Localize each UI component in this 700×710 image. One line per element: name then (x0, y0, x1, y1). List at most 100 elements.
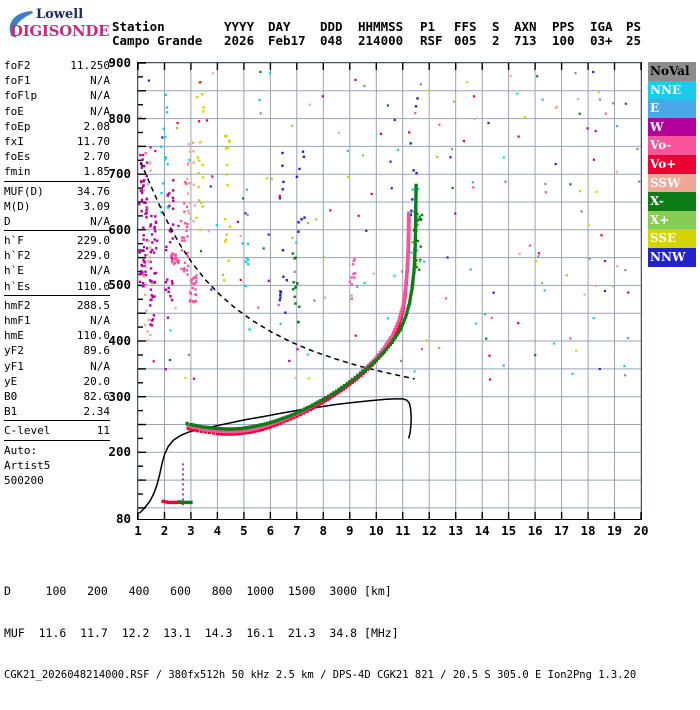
param-name: h`F2 (4, 249, 31, 263)
param-name: foF1 (4, 74, 31, 88)
x-tick-3: 3 (187, 523, 195, 538)
param-name: yE (4, 374, 18, 388)
param-name: yF2 (4, 344, 24, 358)
param-value: 229.0 (76, 234, 110, 248)
param-row-ye: yE 20.0 (4, 374, 110, 389)
param-name: h`Es (4, 279, 31, 293)
param-row-m-d-: M(D) 3.09 (4, 199, 110, 214)
series-o-trace-vo-pink- (186, 211, 411, 434)
legend-item-nne[interactable]: NNE (648, 80, 696, 100)
legend-item-w[interactable]: W (648, 117, 696, 137)
header-label-hhmmss: HHMMSS (358, 19, 404, 34)
ionospheric-parameters-panel: foF2 11.250 foF1 N/A foFlp N/A foE N/A foEp 2.08 f… (4, 58, 110, 491)
grid-lines (137, 62, 642, 519)
logo-brand-top: Lowell (36, 7, 84, 22)
param-name: yF1 (4, 359, 24, 373)
x-tick-4: 4 (213, 523, 222, 538)
header-label-p1: P1 (420, 19, 436, 34)
ionogram-plot[interactable] (137, 62, 642, 520)
header-label-ps: PS (626, 19, 642, 34)
param-row-foe: foE N/A (4, 104, 110, 119)
legend-item-e[interactable]: E (648, 99, 696, 118)
header-label-pps: PPS (552, 19, 575, 34)
legend-item-noval[interactable]: NoVal (648, 62, 696, 81)
param-value: 2.34 (83, 405, 111, 419)
polarization-legend[interactable]: NoVal NNE E W Vo- Vo+ SSW X- X+ SSE NNW (648, 62, 696, 267)
param-name: hmE (4, 329, 24, 343)
param-group-2: h`F 229.0 h`F2 229.0 h`E N/A h`Es 110.0 (4, 233, 110, 296)
x-tick-6: 6 (266, 523, 275, 538)
param-row-yf1: yF1 N/A (4, 359, 110, 374)
x-tick-2: 2 (160, 523, 169, 538)
curve-dashed (139, 161, 415, 380)
param-row-foep: foEp 2.08 (4, 119, 110, 134)
param-group-1: MUF(D) 34.76 M(D) 3.09 D N/A (4, 184, 110, 232)
legend-item-x[interactable]: X- (648, 192, 696, 211)
auto-scaler-block: Auto: Artist5 500200 (4, 443, 110, 490)
x-tick-14: 14 (474, 523, 490, 538)
param-name: D (4, 214, 11, 228)
legend-item-ssw[interactable]: SSW (648, 173, 696, 193)
param-value: 2.08 (83, 119, 111, 133)
param-value: N/A (90, 314, 110, 327)
y-tick-80: 80 (115, 511, 131, 526)
auto-code: 500200 (4, 473, 44, 487)
y-tick-600: 600 (108, 221, 131, 237)
header-value-yyyy: 2026 (224, 33, 255, 48)
param-value: 3.09 (83, 199, 111, 213)
param-name: B1 (4, 405, 18, 419)
param-name: hmF1 (4, 314, 31, 327)
header-value-pps: 100 (552, 33, 575, 48)
auto-label: Auto: (4, 443, 38, 457)
header-label-station: Station (112, 19, 165, 34)
header-value-ddd: 048 (320, 33, 343, 48)
y-tick-900: 900 (108, 55, 131, 70)
series-o-trace-vo-red- (186, 217, 411, 436)
x-tick-8: 8 (319, 523, 328, 538)
param-group-0: foF2 11.250 foF1 N/A foFlp N/A foE N/A foEp 2.08 f… (4, 58, 110, 182)
param-value: 89.6 (83, 344, 111, 358)
header-value-axn: 713 (514, 33, 537, 48)
legend-item-vo[interactable]: Vo- (648, 136, 696, 155)
noise-echoes (138, 70, 641, 381)
legend-item-vo[interactable]: Vo+ (648, 154, 696, 174)
param-group-3: hmF2 288.5 hmF1 N/A hmE 110.0 yF2 89.6 yF1 N/A yE 2… (4, 298, 110, 422)
param-row-h-e: h`E N/A (4, 263, 110, 278)
lowell-digisonde-logo: Lowell DIGISONDE (4, 6, 122, 40)
param-row-h-es: h`Es 110.0 (4, 279, 110, 294)
header-label-s: S (492, 19, 500, 34)
param-name: C-level (4, 424, 51, 438)
footer-source-line: CGK21_2026048214000.RSF / 380fx512h 50 k… (4, 669, 637, 681)
param-name: M(D) (4, 199, 31, 213)
param-row-b0: B0 82.6 (4, 389, 110, 404)
param-row-fxi: fxI 11.70 (4, 134, 110, 149)
header-value-ps: 25 (626, 33, 642, 48)
footer-muf-row: MUF 11.6 11.7 12.2 13.1 14.3 16.1 21.3 3… (4, 626, 399, 640)
x-tick-20: 20 (633, 523, 649, 538)
x-tick-12: 12 (421, 523, 437, 538)
param-value: 34.76 (76, 184, 110, 198)
param-row-hmf1: hmF1 N/A (4, 313, 110, 328)
legend-item-nnw[interactable]: NNW (648, 247, 696, 267)
ionogram-canvas[interactable] (137, 62, 642, 520)
x-tick-13: 13 (448, 523, 464, 538)
series-x-trace-x-dark-green- (185, 183, 418, 431)
x-tick-5: 5 (240, 523, 248, 538)
param-name: fxI (4, 134, 24, 148)
logo-arc-icon (9, 11, 33, 38)
param-row-h-f2: h`F2 229.0 (4, 248, 110, 263)
param-row-foes: foEs 2.70 (4, 149, 110, 164)
axis-ticks (137, 62, 642, 519)
plot-frame (137, 62, 642, 520)
legend-item-sse[interactable]: SSE (648, 229, 696, 248)
legend-item-x[interactable]: X+ (648, 210, 696, 230)
header-value-day: Feb17 (268, 33, 306, 48)
x-tick-19: 19 (606, 523, 623, 538)
param-value: N/A (90, 264, 110, 278)
header-label-ddd: DDD (320, 19, 343, 34)
param-row-hmf2: hmF2 288.5 (4, 298, 110, 313)
param-value: N/A (90, 104, 110, 118)
param-row-b1: B1 2.34 (4, 404, 110, 419)
param-group-4: C-level 11 (4, 423, 110, 441)
param-name: h`F (4, 234, 24, 248)
